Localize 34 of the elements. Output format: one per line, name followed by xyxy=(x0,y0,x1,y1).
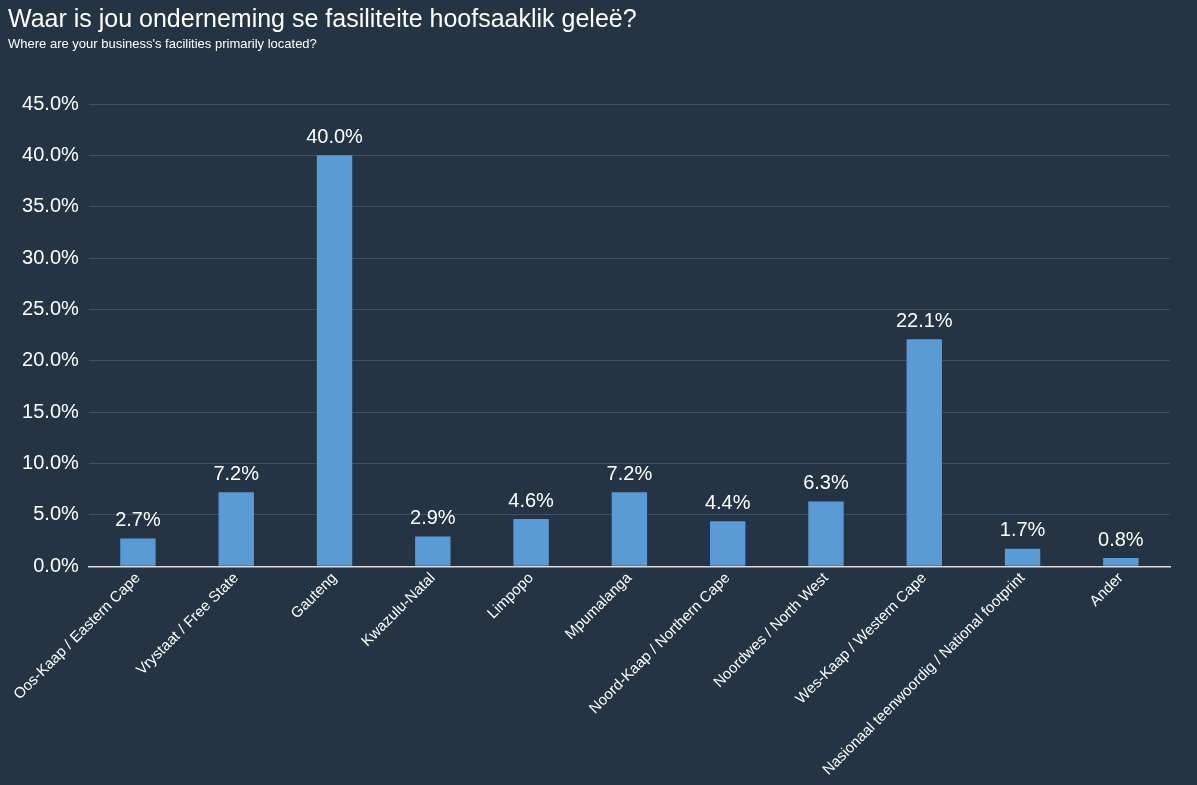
data-label: 7.2% xyxy=(213,461,260,484)
y-tick-label: 0.0% xyxy=(33,553,79,576)
data-label: 22.1% xyxy=(895,308,953,331)
y-tick-label: 25.0% xyxy=(22,297,79,319)
data-label: 2.9% xyxy=(410,506,456,529)
y-tick-label: 35.0% xyxy=(22,194,79,217)
data-label: 0.8% xyxy=(1098,527,1144,550)
bar xyxy=(1004,548,1041,566)
data-label: 2.7% xyxy=(115,508,161,531)
chart-title: Waar is jou onderneming se fasiliteite hoofsaaklik geleë? xyxy=(8,4,637,33)
bar xyxy=(415,536,451,566)
bar xyxy=(808,501,844,566)
bar xyxy=(218,492,254,566)
data-label: 1.7% xyxy=(999,518,1046,541)
bar xyxy=(316,155,353,566)
bar xyxy=(513,519,549,566)
bar xyxy=(906,339,942,566)
data-label: 6.3% xyxy=(803,471,849,494)
y-tick-label: 45.0% xyxy=(22,91,79,114)
data-label: 4.4% xyxy=(704,490,751,513)
y-tick-label: 15.0% xyxy=(22,399,79,422)
y-tick-label: 40.0% xyxy=(22,142,79,165)
y-tick-label: 5.0% xyxy=(33,502,79,525)
y-tick-label: 10.0% xyxy=(22,451,79,474)
y-tick-label: 20.0% xyxy=(22,348,79,371)
bar xyxy=(1103,558,1139,566)
data-label: 40.0% xyxy=(306,124,364,147)
data-label: 4.6% xyxy=(508,488,555,511)
chart-subtitle: Where are your business's facilities primarily located? xyxy=(8,36,317,51)
bar xyxy=(120,538,156,566)
bar xyxy=(710,521,746,566)
bar xyxy=(611,492,648,566)
data-label: 7.2% xyxy=(606,461,653,484)
y-tick-label: 30.0% xyxy=(22,245,79,268)
